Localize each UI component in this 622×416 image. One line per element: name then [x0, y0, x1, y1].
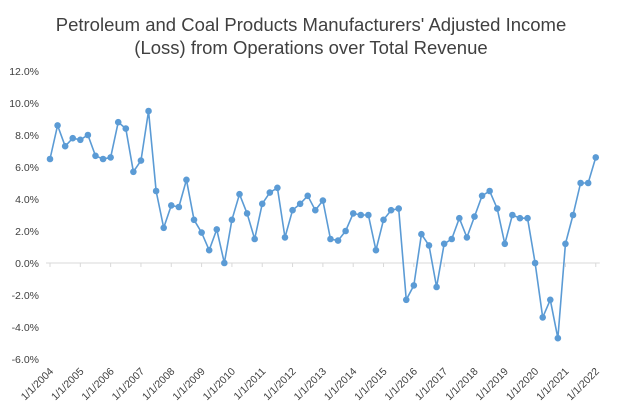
y-tick-label: 2.0% — [15, 226, 39, 238]
x-tick-label: 1/1/2022 — [564, 366, 601, 403]
data-point — [312, 206, 319, 214]
chart-title: Petroleum and Coal Products Manufacturer… — [56, 14, 567, 58]
data-point — [258, 200, 266, 208]
data-point — [167, 202, 175, 209]
data-point — [228, 216, 236, 224]
y-tick-label: 4.0% — [15, 194, 39, 206]
data-point — [349, 210, 357, 217]
y-tick-label: 10.0% — [9, 98, 39, 110]
data-point — [418, 230, 425, 238]
data-point — [478, 192, 486, 200]
data-point — [221, 259, 228, 267]
data-point — [380, 216, 387, 224]
data-point — [296, 200, 304, 208]
data-point — [274, 184, 281, 192]
data-point — [77, 136, 84, 144]
y-tick-label: 12.0% — [9, 66, 39, 78]
data-point — [516, 214, 524, 222]
data-point — [130, 168, 137, 176]
y-tick-label: -2.0% — [12, 290, 39, 302]
data-point — [46, 155, 54, 163]
data-point — [342, 227, 349, 235]
data-point — [562, 240, 569, 248]
y-tick-label: -6.0% — [12, 354, 39, 366]
series-points — [46, 107, 600, 342]
data-point — [463, 234, 471, 241]
data-point — [569, 211, 577, 219]
data-point — [137, 157, 145, 164]
data-point — [334, 237, 342, 244]
data-point — [198, 229, 205, 236]
data-point — [402, 296, 410, 304]
data-point — [425, 242, 433, 249]
x-axis-tickmarks — [49, 263, 597, 267]
data-point — [448, 235, 456, 243]
data-point — [546, 296, 554, 304]
data-point — [243, 210, 251, 217]
data-point — [486, 187, 493, 195]
chart-title-line-2: (Loss) from Operations over Total Revenu… — [134, 37, 487, 58]
data-point — [577, 179, 584, 187]
data-point — [160, 224, 167, 232]
data-point — [372, 246, 380, 254]
series-line — [49, 110, 597, 339]
chart-title-line-1: Petroleum and Coal Products Manufacturer… — [56, 14, 567, 35]
data-point — [251, 235, 258, 243]
data-point — [122, 125, 130, 132]
data-point — [213, 226, 221, 233]
data-point — [236, 190, 243, 198]
data-point — [152, 187, 160, 195]
data-point — [531, 259, 539, 267]
data-point — [145, 107, 152, 115]
y-tick-label: -4.0% — [12, 322, 39, 334]
data-point — [205, 246, 213, 254]
data-point — [440, 240, 448, 248]
data-point — [266, 189, 274, 196]
data-point — [365, 211, 372, 219]
y-tick-label: 0.0% — [15, 258, 39, 270]
y-tick-label: 8.0% — [15, 130, 39, 142]
data-point — [539, 314, 546, 321]
data-point — [175, 203, 183, 211]
data-point — [456, 214, 463, 222]
data-point — [190, 216, 198, 224]
data-point — [281, 234, 289, 241]
data-point — [501, 240, 509, 248]
x-tick-label: 1/1/2010 — [201, 366, 238, 403]
data-point — [327, 235, 334, 243]
data-point — [471, 213, 478, 220]
data-point — [54, 122, 61, 129]
x-axis: 1/1/20041/1/20051/1/20061/1/20071/1/2008… — [19, 366, 602, 404]
data-point — [433, 283, 440, 291]
data-point — [114, 118, 122, 126]
data-point — [304, 192, 312, 200]
data-point — [509, 211, 516, 219]
data-point — [84, 131, 92, 139]
data-point — [69, 134, 77, 142]
data-point — [410, 282, 418, 289]
data-point — [107, 154, 114, 161]
data-point — [493, 205, 501, 212]
data-point — [387, 206, 395, 214]
data-point — [183, 176, 190, 184]
data-point — [584, 179, 592, 187]
data-point — [357, 211, 365, 219]
data-point — [92, 152, 99, 160]
data-point — [524, 214, 531, 222]
y-tick-label: 6.0% — [15, 162, 39, 174]
data-point — [592, 154, 600, 161]
data-point — [395, 205, 402, 212]
y-axis: -6.0% -4.0% -2.0% 0.0% 2.0% 4.0% 6.0% 8.0% 10.0%… — [9, 66, 39, 366]
data-point — [289, 206, 296, 214]
data-point — [61, 142, 69, 150]
data-point — [99, 155, 107, 163]
data-point — [319, 197, 327, 204]
data-point — [554, 334, 562, 342]
